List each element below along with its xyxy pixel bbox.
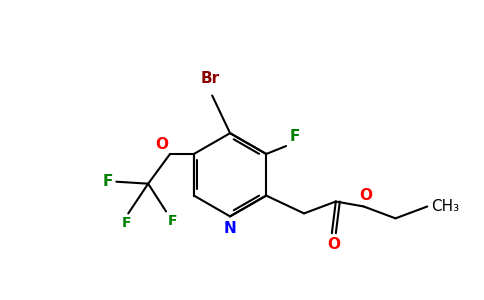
Text: N: N (224, 221, 237, 236)
Text: F: F (168, 214, 178, 228)
Text: O: O (155, 137, 168, 152)
Text: O: O (359, 188, 372, 202)
Text: F: F (121, 216, 131, 230)
Text: Br: Br (201, 70, 220, 86)
Text: F: F (103, 174, 113, 189)
Text: CH₃: CH₃ (431, 199, 459, 214)
Text: F: F (290, 129, 301, 144)
Text: O: O (327, 237, 340, 252)
